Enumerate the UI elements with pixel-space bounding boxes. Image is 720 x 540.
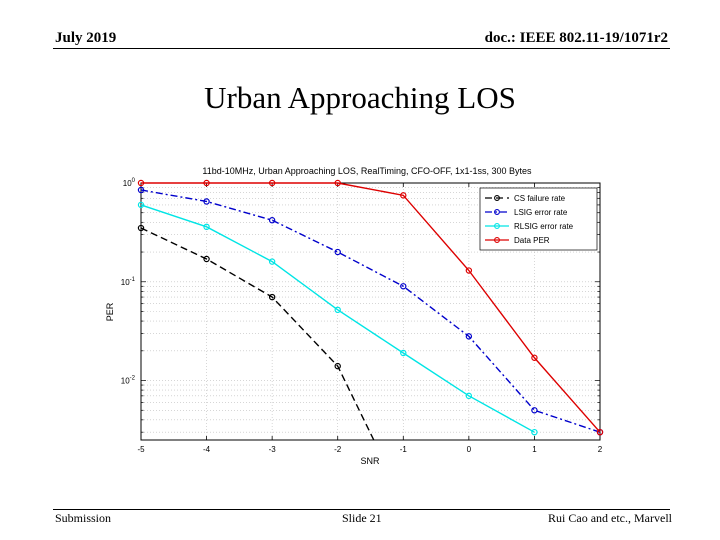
x-tick-label: -5: [137, 445, 145, 454]
data-point-data-per: [596, 428, 604, 436]
x-tick-label: 1: [532, 445, 537, 454]
y-tick-label: 10-1: [121, 277, 136, 287]
y-tick-label: 100: [123, 178, 136, 188]
chart-title: 11bd-10MHz, Urban Approaching LOS, RealT…: [202, 166, 532, 176]
x-tick-label: -3: [269, 445, 277, 454]
x-tick-label: 2: [598, 445, 603, 454]
data-point-rlsig-error-rate: [531, 428, 538, 436]
axis-ticks: -5 -4 -3 -2 -1 0 1 2 100 10-1 10-2: [121, 178, 603, 454]
legend-marker: [494, 195, 500, 201]
data-point-cs-failure-rate: [203, 255, 210, 263]
per-chart: 11bd-10MHz, Urban Approaching LOS, RealT…: [105, 166, 604, 466]
footer-divider: [53, 509, 670, 510]
y-axis-label: PER: [105, 302, 115, 321]
x-axis-label: SNR: [360, 456, 380, 466]
data-point-data-per: [137, 179, 145, 187]
x-tick-label: -4: [203, 445, 211, 454]
data-point-data-per: [400, 192, 407, 199]
data-point-data-per: [334, 179, 341, 187]
series-line-rlsig-error-rate: [140, 204, 535, 433]
data-point-rlsig-error-rate: [268, 258, 276, 265]
legend-label: Data PER: [514, 236, 550, 245]
x-tick-label: -1: [400, 445, 408, 454]
legend-label: RLSIG error rate: [514, 222, 574, 231]
series-line-cs-failure-rate: [140, 227, 375, 441]
header-doc-id: doc.: IEEE 802.11-19/1071r2: [484, 30, 668, 46]
legend-label: CS failure rate: [514, 194, 566, 203]
header-date: July 2019: [55, 30, 117, 46]
data-point-cs-failure-rate: [268, 293, 276, 301]
data-point-lsig-error-rate: [400, 283, 407, 290]
data-point-rlsig-error-rate: [465, 392, 473, 400]
legend-marker: [494, 209, 500, 215]
footer-left: Submission: [55, 511, 112, 525]
data-point-lsig-error-rate: [334, 248, 341, 256]
series-line-lsig-error-rate: [140, 189, 601, 433]
legend-marker: [494, 237, 500, 243]
footer-author: Rui Cao and etc., Marvell: [548, 511, 672, 525]
data-point-lsig-error-rate: [268, 217, 276, 224]
legend-marker: [494, 223, 500, 229]
series-line-data-per: [141, 182, 601, 433]
legend: CS failure rate LSIG error rate RLSIG erro…: [479, 187, 598, 251]
data-point-lsig-error-rate: [465, 333, 473, 340]
header-divider: [53, 48, 670, 49]
data-point-lsig-error-rate: [531, 407, 538, 414]
footer-slide-number: Slide 21: [342, 511, 382, 525]
data-point-rlsig-error-rate: [334, 306, 341, 314]
data-point-lsig-error-rate: [203, 198, 210, 205]
data-point-data-per: [531, 354, 538, 361]
legend-label: LSIG error rate: [514, 208, 568, 217]
data-point-data-per: [203, 179, 210, 187]
series: [137, 179, 604, 441]
data-point-data-per: [465, 267, 473, 274]
slide-title: Urban Approaching LOS: [204, 80, 516, 115]
y-tick-label: 10-2: [121, 376, 136, 386]
data-point-data-per: [268, 179, 276, 187]
data-point-rlsig-error-rate: [400, 349, 407, 357]
data-point-rlsig-error-rate: [137, 201, 145, 209]
data-point-cs-failure-rate: [334, 362, 341, 370]
x-tick-label: -2: [334, 445, 342, 454]
x-tick-label: 0: [467, 445, 472, 454]
data-point-rlsig-error-rate: [203, 223, 210, 231]
data-point-cs-failure-rate: [137, 224, 145, 232]
data-point-lsig-error-rate: [137, 186, 145, 194]
